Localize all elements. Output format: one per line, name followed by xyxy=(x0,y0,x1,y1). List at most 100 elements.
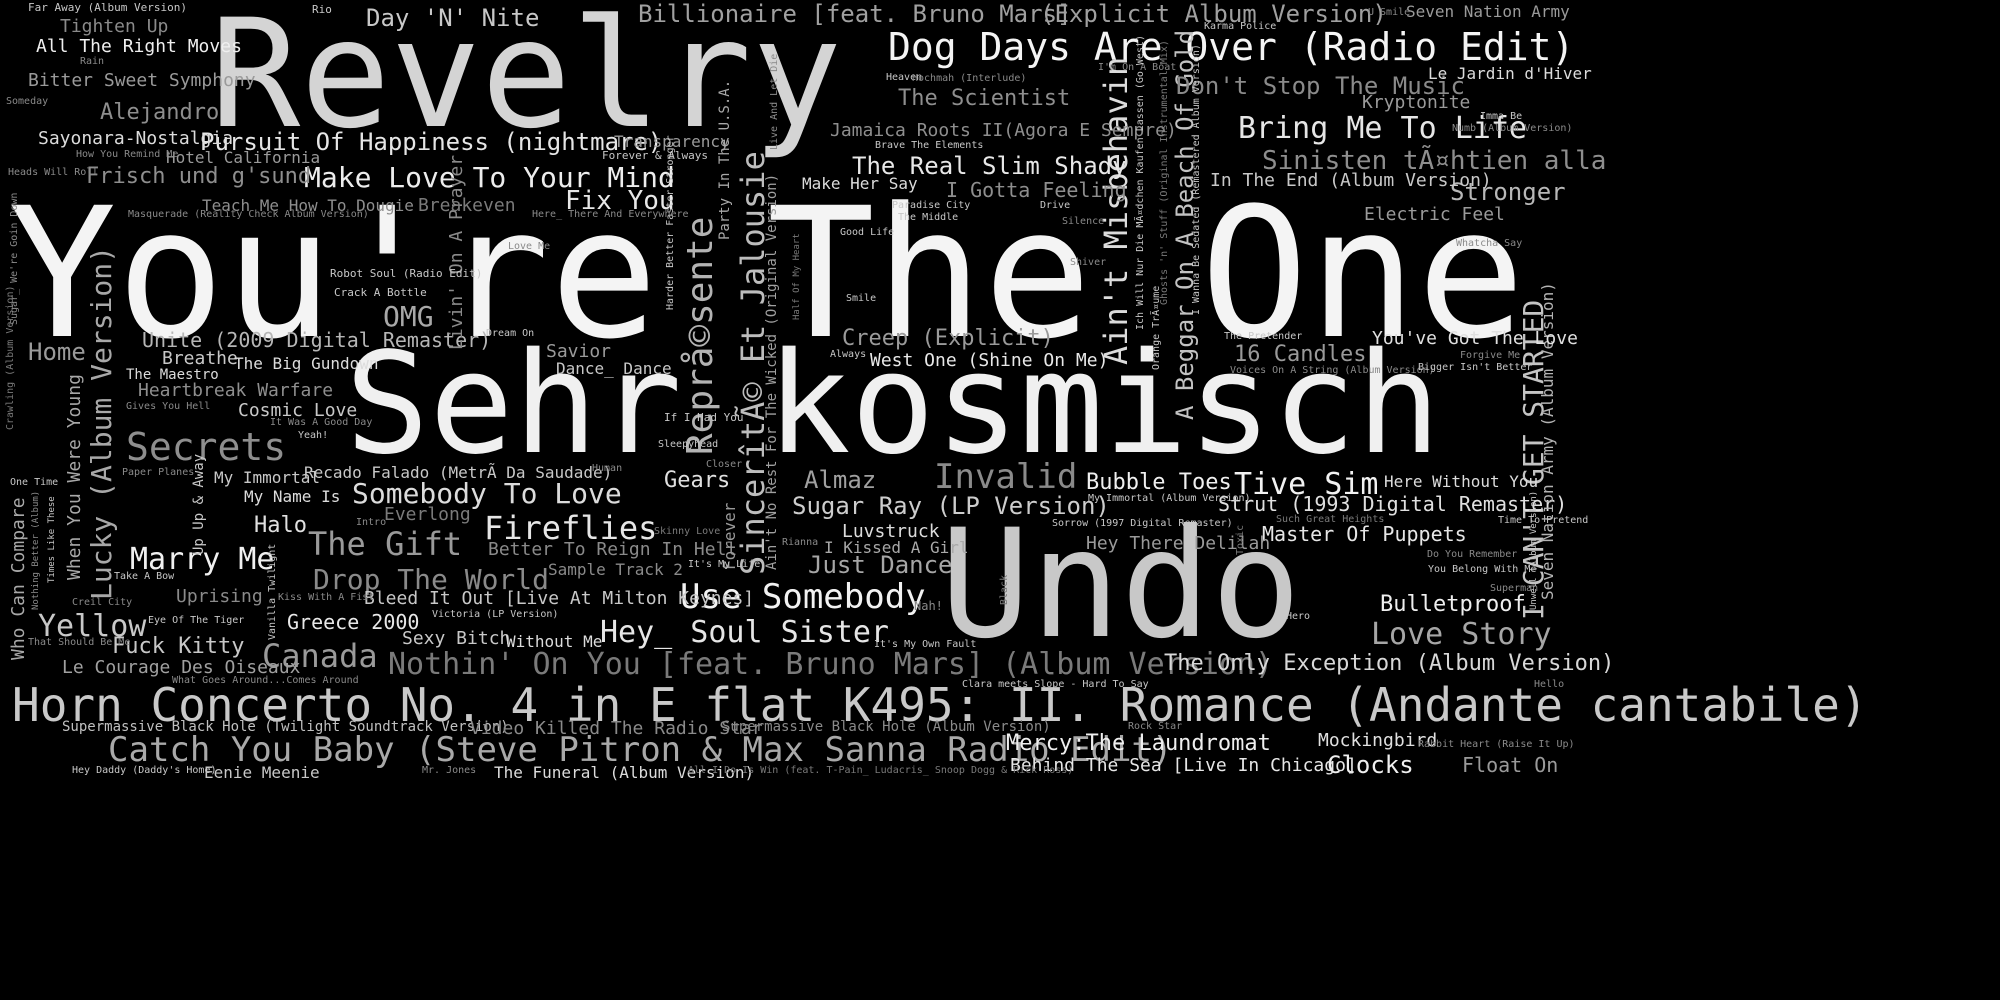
word-36-the-scientist: The Scientist xyxy=(898,86,1071,111)
word-78-kryptonite: Kryptonite xyxy=(1362,92,1471,113)
word-83-video-killed-the-radio-star: Video Killed The Radio Star xyxy=(470,718,763,739)
word-17-make-love-to-your-mind: Make Love To Your Mind xyxy=(304,161,675,194)
word-12-explicit-album-version: (Explicit Album Version) xyxy=(1040,0,1387,28)
word-142-sugar-we-re-goin-down: Sugar_ We're Goin Down xyxy=(9,192,20,325)
word-109-my-immortal: My Immortal xyxy=(214,468,320,487)
word-175-forgive-me: Forgive Me xyxy=(1460,350,1521,361)
word-134-rianna: Rianna xyxy=(782,537,819,548)
word-123-heads-will-roll: Heads Will Roll xyxy=(8,167,99,178)
word-59-greece-2000: Greece 2000 xyxy=(287,610,420,634)
word-139-gives-you-hell: Gives You Hell xyxy=(126,401,211,412)
word-22-hey-soul-sister: Hey_ Soul Sister xyxy=(600,615,889,650)
word-154-times-like-these: Times Like These xyxy=(47,496,57,583)
word-74-sayonara-nostalgia: Sayonara-Nostalgia xyxy=(38,128,234,149)
word-66-west-one-shine-on-me: West One (Shine On Me) xyxy=(870,350,1109,371)
word-105-here-without-you: Here Without You xyxy=(1384,472,1539,491)
word-145-eye-of-the-tiger: Eye Of The Tiger xyxy=(148,615,245,626)
word-32-the-only-exception-album-version: The Only Exception (Album Version) xyxy=(1164,651,1615,676)
word-71-bitter-sweet-symphony: Bitter Sweet Symphony xyxy=(28,70,256,91)
word-100-transparency: Transparency xyxy=(614,132,730,151)
word-57-strut-1993-digital-remaster: Strut (1993 Digital Remaster) xyxy=(1218,492,1568,516)
word-197-live-and-let-die: Live And Let Die xyxy=(769,53,780,150)
word-84-supermassive-black-hole-album-version: Supermassive Black Hole (Album Version) xyxy=(722,719,1051,735)
word-95-better-to-reign-in-hell: Better To Reign In Hell xyxy=(488,539,738,560)
word-164-unwell-album-version: Unwell (Album Version) xyxy=(1529,490,1539,610)
word-85-behind-the-sea-live-in-chicago: Behind The Sea [Live In Chicago] xyxy=(1010,755,1357,776)
word-110-my-name-is: My Name Is xyxy=(244,487,341,506)
word-65-in-the-end-album-version: In The End (Album Version) xyxy=(1210,170,1492,191)
word-19-somebody-to-love: Somebody To Love xyxy=(352,477,622,510)
word-201-i-wanna-be-sedated-remastered-album-vers: I Wanna Be Sedated (Remastered Album Ver… xyxy=(1191,44,1202,315)
word-60-fuck-kitty: Fuck Kitty xyxy=(112,634,245,659)
word-72-all-the-right-moves: All The Right Moves xyxy=(36,36,242,57)
word-124-masquerade-reality-check-album-version: Masquerade (Reality Check Album Version) xyxy=(128,209,369,220)
word-91-the-maestro: The Maestro xyxy=(126,367,219,383)
word-133-it-s-my-life: It's My Life xyxy=(688,559,761,570)
word-144-creil-city: Creil City xyxy=(72,597,133,608)
word-64-who-can-compare: Who Can Compare xyxy=(8,497,29,660)
word-137-it-was-a-good-day: It Was A Good Day xyxy=(270,417,373,428)
word-173-voices-on-a-string-album-version: Voices On A String (Album Version) xyxy=(1230,365,1435,376)
word-151-kiss-with-a-fist: Kiss With A Fist xyxy=(278,592,375,603)
word-18-secrets: Secrets xyxy=(126,425,287,469)
word-16-pursuit-of-happiness-nightmare: Pursuit Of Happiness (nightmare) xyxy=(200,128,663,156)
word-114-ain-t-no-rest-for-the-wicked-original-ve: Ain't No Rest For The Wicked (Original V… xyxy=(764,173,780,570)
word-6-catch-you-baby-steve-pitron-max-sanna-ra: Catch You Baby (Steve Pitron & Max Sanna… xyxy=(108,730,1173,770)
word-119-rio: Rio xyxy=(312,3,332,16)
word-48-16-candles: 16 Candles xyxy=(1234,342,1367,367)
word-192-imma-be: Imma Be xyxy=(1480,111,1523,122)
word-82-supermassive-black-hole-twilight-soundtr: Supermassive Black Hole (Twilight Soundt… xyxy=(62,719,509,735)
word-10-nothin-on-you-feat-bruno-mars-album-vers: Nothin' On You [feat. Bruno Mars] (Album… xyxy=(388,647,1274,682)
word-131-closer: Closer xyxy=(706,459,743,470)
word-106-eenie-meenie: Eenie Meenie xyxy=(204,763,320,782)
word-5-dog-days-are-over-radio-edit: Dog Days Are Over (Radio Edit) xyxy=(888,25,1575,69)
word-87-bleed-it-out-live-at-milton-keynes: Bleed It Out [Live At Milton Keynes] xyxy=(364,588,755,609)
word-96-sample-track-2: Sample Track 2 xyxy=(548,560,683,579)
word-67-uprising: Uprising xyxy=(176,586,263,607)
word-148-hey-daddy-daddy-s-home: Hey Daddy (Daddy's Home) xyxy=(72,765,217,776)
word-76-livin-on-a-prayer: Livin' On A Prayer xyxy=(446,154,467,350)
word-11-billionaire-feat-bruno-mars: Billionaire [feat. Bruno Mars] xyxy=(638,0,1072,28)
word-99-hotel-california: Hotel California xyxy=(166,148,321,167)
word-35-don-t-stop-the-music: Don't Stop The Music xyxy=(1176,72,1465,100)
word-140-one-time: One Time xyxy=(10,477,59,488)
word-138-yeah: Yeah! xyxy=(298,430,329,441)
word-191-numb-album-version: Numb (Album Version) xyxy=(1452,123,1573,134)
word-188-i-m-on-a-boat: I'm On A Boat xyxy=(1098,62,1177,73)
word-130-human: Human xyxy=(592,463,623,474)
word-163-superman: Superman xyxy=(1490,583,1539,594)
word-126-crack-a-bottle: Crack A Bottle xyxy=(334,286,427,299)
word-69-cosmic-love: Cosmic Love xyxy=(238,400,358,421)
word-147-what-goes-around-comes-around: What Goes Around...Comes Around xyxy=(172,675,359,686)
word-20-fireflies: Fireflies xyxy=(484,509,658,547)
word-39-home: Home xyxy=(28,338,86,366)
word-180-silence: Silence xyxy=(1062,216,1105,227)
word-196-love-me: Love Me xyxy=(508,241,551,252)
word-4-horn-concerto-no-4-in-e-flat-k495-ii-rom: Horn Concerto No. 4 in E flat K495: II. … xyxy=(12,678,1868,732)
word-103-i-kissed-a-girl: I Kissed A Girl xyxy=(824,538,969,557)
word-185-drive: Drive xyxy=(1040,200,1071,211)
word-55-frisch-und-g-sund: Frisch und g'sund xyxy=(86,164,312,189)
word-162-hero: Hero xyxy=(1286,611,1311,622)
word-42-omg: OMG xyxy=(383,300,434,333)
word-94-dance-dance: Dance_ Dance xyxy=(556,359,672,378)
word-153-vanilla-twilight: Vanilla Twilight xyxy=(267,543,278,640)
word-45-bubble-toes: Bubble Toes xyxy=(1086,470,1232,495)
word-38-just-dance: Just Dance xyxy=(808,551,953,579)
word-157-it-s-my-own-fault: It's My Own Fault xyxy=(874,639,977,650)
word-30-marry-me: Marry Me xyxy=(130,542,275,577)
word-169-sorrow-1997-digital-remaster: Sorrow (1997 Digital Remaster) xyxy=(1052,518,1233,529)
word-101-recado-falado-metr-da-saudade: Recado Falado (MetrÃ Da Saudade) xyxy=(304,463,613,482)
word-86-mockingbird: Mockingbird xyxy=(1318,730,1438,751)
word-13-day-n-nite: Day 'N' Nite xyxy=(366,4,540,32)
word-40-yellow: Yellow xyxy=(38,609,147,644)
word-80-seven-nation-army: Seven Nation Army xyxy=(1406,2,1570,21)
word-155-nothing-better-album: Nothing Better (Album) xyxy=(31,490,41,610)
word-143-take-a-bow: Take A Bow xyxy=(114,571,175,582)
word-34-the-real-slim-shady: The Real Slim Shady xyxy=(852,152,1127,180)
word-111-party-in-the-u-s-a: Party In The U.S.A. xyxy=(717,79,733,240)
word-77-electric-feel: Electric Feel xyxy=(1364,204,1505,225)
word-183-the-middle: The Middle xyxy=(898,212,959,223)
word-81-le-courage-des-oiseaux: Le Courage Des Oiseaux xyxy=(62,657,301,678)
word-146-that-should-be-me: That Should Be Me xyxy=(28,637,131,648)
